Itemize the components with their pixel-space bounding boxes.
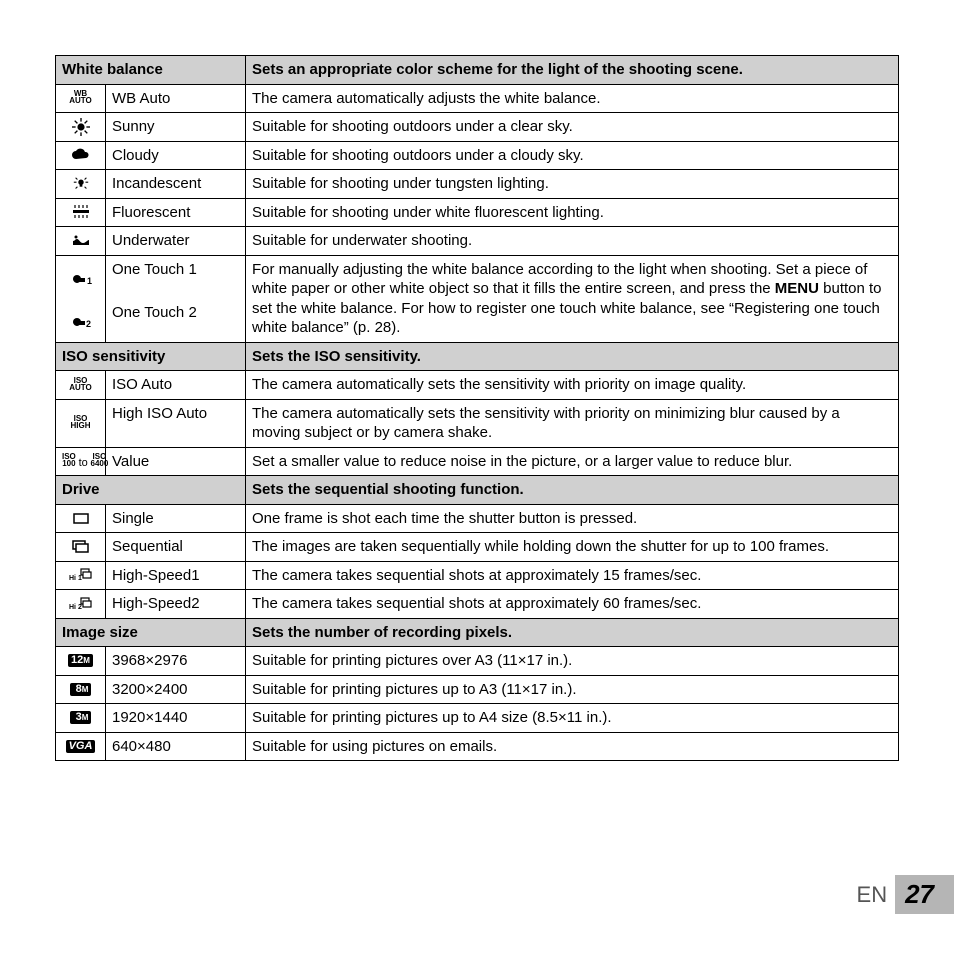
table-row: Underwater Suitable for underwater shoot… [56,227,899,256]
option-desc: Suitable for shooting under tungsten lig… [246,170,899,199]
option-desc: Suitable for printing pictures up to A4 … [246,704,899,733]
option-label: High-Speed1 [106,561,246,590]
option-desc: Suitable for using pictures on emails. [246,732,899,761]
option-label: 640×480 [106,732,246,761]
size-8m-icon: 8M [56,675,106,704]
table-row: VGA 640×480 Suitable for using pictures … [56,732,899,761]
option-desc: The camera automatically sets the sensit… [246,399,899,447]
size-vga-icon: VGA [56,732,106,761]
table-row: Sequential The images are taken sequenti… [56,533,899,562]
svg-text:2: 2 [86,319,91,328]
option-desc: The images are taken sequentially while … [246,533,899,562]
size-12m-icon: 12M [56,647,106,676]
svg-text:Hi 2: Hi 2 [69,604,82,611]
iso-high-icon: ISOHIGH [56,399,106,447]
table-row: Sunny Suitable for shooting outdoors und… [56,113,899,142]
table-row: Hi 1 High-Speed1 The camera takes sequen… [56,561,899,590]
section-header-iso: ISO sensitivity Sets the ISO sensitivity… [56,342,899,371]
onetouch2-icon: 2 [56,299,106,343]
option-desc: Suitable for shooting outdoors under a c… [246,113,899,142]
section-desc: Sets the sequential shooting function. [246,476,899,505]
sunny-icon [56,113,106,142]
settings-table: White balance Sets an appropriate color … [55,55,899,761]
iso-auto-icon: ISOAUTO [56,371,106,400]
section-desc: Sets the number of recording pixels. [246,618,899,647]
option-desc: Suitable for printing pictures over A3 (… [246,647,899,676]
section-title: White balance [56,56,246,85]
table-row: Cloudy Suitable for shooting outdoors un… [56,141,899,170]
option-desc: The camera takes sequential shots at app… [246,590,899,619]
size-3m-icon: 3M [56,704,106,733]
option-desc: Suitable for shooting under white fluore… [246,198,899,227]
table-row: 12M 3968×2976 Suitable for printing pict… [56,647,899,676]
section-header-white-balance: White balance Sets an appropriate color … [56,56,899,85]
option-label: One Touch 1 [106,255,246,299]
section-header-image-size: Image size Sets the number of recording … [56,618,899,647]
section-desc: Sets the ISO sensitivity. [246,342,899,371]
option-label: ISO Auto [106,371,246,400]
table-row: ISOHIGH High ISO Auto The camera automat… [56,399,899,447]
table-row: 1 One Touch 1 For manually adjusting the… [56,255,899,299]
incandescent-icon [56,170,106,199]
table-row: Fluorescent Suitable for shooting under … [56,198,899,227]
table-row: ISO100 to ISO6400 Value Set a smaller va… [56,447,899,476]
section-title: ISO sensitivity [56,342,246,371]
wb-auto-icon: WBAUTO [56,84,106,113]
onetouch1-icon: 1 [56,255,106,299]
table-row: 3M 1920×1440 Suitable for printing pictu… [56,704,899,733]
table-row: 8M 3200×2400 Suitable for printing pictu… [56,675,899,704]
option-label: High-Speed2 [106,590,246,619]
option-label: Underwater [106,227,246,256]
option-label: Value [106,447,246,476]
underwater-icon [56,227,106,256]
option-desc: The camera automatically adjusts the whi… [246,84,899,113]
section-header-drive: Drive Sets the sequential shooting funct… [56,476,899,505]
option-label: 3968×2976 [106,647,246,676]
iso-range-icon: ISO100 to ISO6400 [56,447,106,476]
fluorescent-icon [56,198,106,227]
single-frame-icon [56,504,106,533]
table-row: Single One frame is shot each time the s… [56,504,899,533]
section-desc: Sets an appropriate color scheme for the… [246,56,899,85]
option-label: Sequential [106,533,246,562]
option-desc: Suitable for underwater shooting. [246,227,899,256]
option-label: WB Auto [106,84,246,113]
table-row: WBAUTO WB Auto The camera automatically … [56,84,899,113]
option-desc: For manually adjusting the white balance… [246,255,899,342]
table-row: Hi 2 High-Speed2 The camera takes sequen… [56,590,899,619]
table-row: ISOAUTO ISO Auto The camera automaticall… [56,371,899,400]
option-label: Incandescent [106,170,246,199]
sequential-icon [56,533,106,562]
section-title: Drive [56,476,246,505]
option-desc: Set a smaller value to reduce noise in t… [246,447,899,476]
section-title: Image size [56,618,246,647]
option-label: Cloudy [106,141,246,170]
cloudy-icon [56,141,106,170]
svg-text:1: 1 [87,276,92,285]
table-row: Incandescent Suitable for shooting under… [56,170,899,199]
option-label: High ISO Auto [106,399,246,447]
option-desc: Suitable for printing pictures up to A3 … [246,675,899,704]
svg-text:Hi 1: Hi 1 [69,575,82,582]
option-label: 1920×1440 [106,704,246,733]
highspeed1-icon: Hi 1 [56,561,106,590]
option-desc: One frame is shot each time the shutter … [246,504,899,533]
highspeed2-icon: Hi 2 [56,590,106,619]
option-desc: The camera automatically sets the sensit… [246,371,899,400]
option-label: Fluorescent [106,198,246,227]
page-number: 27 [895,875,954,914]
option-label: Sunny [106,113,246,142]
option-label: Single [106,504,246,533]
option-label: One Touch 2 [106,299,246,343]
option-desc: The camera takes sequential shots at app… [246,561,899,590]
option-desc: Suitable for shooting outdoors under a c… [246,141,899,170]
footer-language: EN [857,882,888,908]
option-label: 3200×2400 [106,675,246,704]
page-footer: EN 27 [857,875,954,914]
